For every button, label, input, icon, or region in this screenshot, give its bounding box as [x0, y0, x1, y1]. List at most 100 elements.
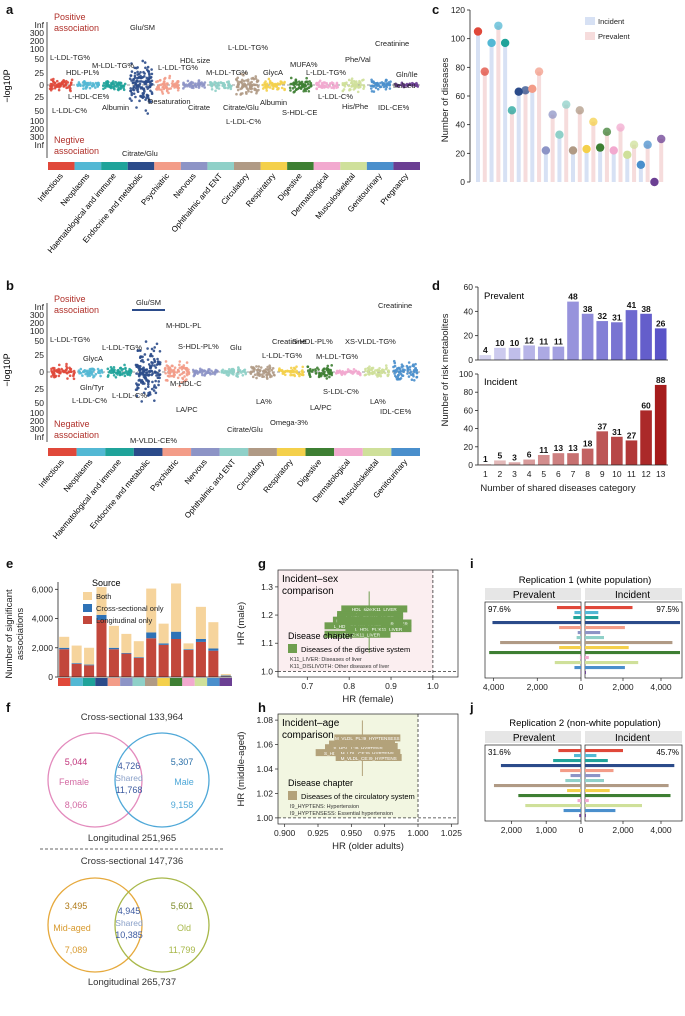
hPlot-note-2: I9_HYPTENSESS: Essential hypertension — [290, 811, 393, 817]
panel-b-strip-seg — [219, 448, 249, 456]
panel-b-dot — [213, 372, 217, 376]
panel-a-category-label: Nervous — [172, 172, 198, 201]
panel-b-dot — [143, 353, 147, 356]
panel-a-ytick: Inf — [35, 140, 45, 150]
panel-a-dot — [235, 77, 238, 81]
panel-b-dot — [142, 366, 145, 369]
panel-d-bar — [581, 448, 594, 465]
gPlot-legend-title: Disease chapter — [288, 631, 353, 641]
panel-a-dot — [158, 79, 162, 82]
panel-a-dot — [66, 86, 70, 89]
panel-b-dot — [196, 372, 199, 375]
panel-a-dot — [196, 82, 200, 85]
panel-b-strip-seg — [276, 448, 306, 456]
gPlot-point-label: L_HDL_C:K11_LIVER — [335, 633, 381, 638]
jPlot-right-head: Incident — [615, 733, 650, 744]
panel-b-dot — [100, 369, 103, 373]
panel-e-bar-segment — [108, 647, 119, 650]
panel-a-dot — [283, 88, 286, 92]
panel-d-bar — [479, 355, 492, 360]
panel-d-bar — [494, 347, 506, 360]
panel-b-dot — [252, 367, 256, 370]
panel-a-dot — [254, 75, 258, 78]
panel-b-dot — [384, 364, 388, 367]
panel-c-incident-point — [568, 146, 578, 155]
panel-a-dot — [219, 81, 223, 84]
panel-e-bar-segment — [208, 650, 219, 677]
panel-b-dot — [167, 368, 171, 371]
panel-b-dot — [185, 373, 189, 377]
panel-d-ytick: 0 — [468, 460, 473, 470]
panel-e-bar-segment — [195, 639, 206, 642]
panel-b-dot — [172, 375, 176, 378]
panel-a-dot — [133, 66, 137, 70]
panel-b-dot — [151, 354, 154, 358]
panel-b-dot — [152, 357, 156, 361]
panel-f: f Cross-sectional 133,964 5,044 Female 8… — [6, 700, 225, 988]
panel-a-dot — [102, 87, 105, 91]
panel-b-annotation: L-LDL-C% — [112, 391, 147, 400]
panel-d-bar — [552, 453, 565, 465]
panel-a-strip-seg — [101, 162, 128, 170]
panel-h: h 0.900 0.925 0.950 0.975 1.000 1.025 1.00 1.02… — [236, 700, 462, 852]
panel-b-dot — [58, 371, 62, 375]
panel-a-dot — [246, 88, 250, 91]
iPlot-incident-bar — [585, 606, 633, 610]
panel-a-dot — [130, 99, 133, 102]
panel-b-dot — [141, 355, 144, 359]
panel-d-xlabel: Number of shared diseases category — [480, 483, 635, 494]
panel-b-dot — [367, 368, 370, 372]
panel-b-dot — [325, 366, 329, 370]
panel-f-bot-header: Cross-sectional 147,736 — [81, 856, 183, 867]
panel-b-dot — [289, 373, 292, 377]
panel-a-dot — [246, 80, 250, 83]
panel-a-dot — [362, 85, 366, 88]
panel-b-dot — [157, 380, 161, 383]
panel-d-bar-label: 5 — [498, 450, 503, 460]
panel-a-dot — [146, 65, 150, 69]
gPlot-point-label-bg — [324, 630, 391, 638]
panel-c-ytick: 100 — [451, 34, 465, 44]
gPlot-title-1: Incident–sex — [282, 574, 338, 585]
panel-b-dot — [154, 371, 158, 374]
panel-j-plot: Prevalent Incident 31.6% 45.7% 2,000 1,000 0 2,… — [484, 731, 683, 835]
panel-d-bar-label: 3 — [512, 452, 517, 462]
panel-a-dot — [176, 79, 180, 83]
panel-a-strip-seg — [287, 162, 314, 170]
panel-a-dot — [265, 83, 268, 87]
panel-a-annotation: L-LDL-TG% — [50, 53, 90, 62]
panel-b-dot — [270, 375, 273, 378]
panel-a-dot — [378, 85, 382, 89]
jPlot-xtick: 2,000 — [501, 825, 523, 835]
hPlot-xtick: 0.975 — [374, 828, 396, 838]
panel-a-dot — [136, 90, 140, 94]
panel-b-ytick: 50 — [35, 336, 45, 346]
panel-e-legend-longi: Longitudinal only — [96, 616, 153, 625]
panel-b: b Positive association Negative associatio… — [2, 278, 420, 541]
panel-b-ytick: 100 — [30, 408, 44, 418]
panel-a-dot — [141, 91, 145, 95]
panel-e-bar-segment — [121, 652, 132, 654]
panel-e-strip-seg — [107, 678, 121, 686]
panel-d-ytick: 20 — [464, 331, 474, 341]
panel-b-dot — [318, 371, 321, 375]
panel-b-dot — [155, 342, 159, 346]
panel-a-dot — [291, 82, 294, 86]
panel-b-dot — [136, 349, 140, 352]
iPlot-xtick: 4,000 — [650, 682, 672, 692]
panel-a-ytick: 0 — [39, 80, 44, 90]
panel-b-dot — [281, 369, 284, 373]
panel-b-dot — [232, 369, 236, 373]
jPlot-xtick: 0 — [579, 825, 584, 835]
panel-a-dot — [145, 80, 148, 84]
panel-a-dot — [137, 75, 141, 79]
panel-c-prevalent-point — [643, 140, 652, 149]
panel-a-dot — [301, 85, 304, 89]
panel-a-dot — [263, 81, 266, 85]
panel-f-male-val: 5,307 — [171, 757, 194, 767]
panel-a-dot — [256, 85, 260, 88]
panel-d-prevalent-title: Prevalent — [484, 291, 524, 302]
panel-a-dot — [374, 86, 378, 90]
panel-a-dot — [130, 62, 133, 65]
